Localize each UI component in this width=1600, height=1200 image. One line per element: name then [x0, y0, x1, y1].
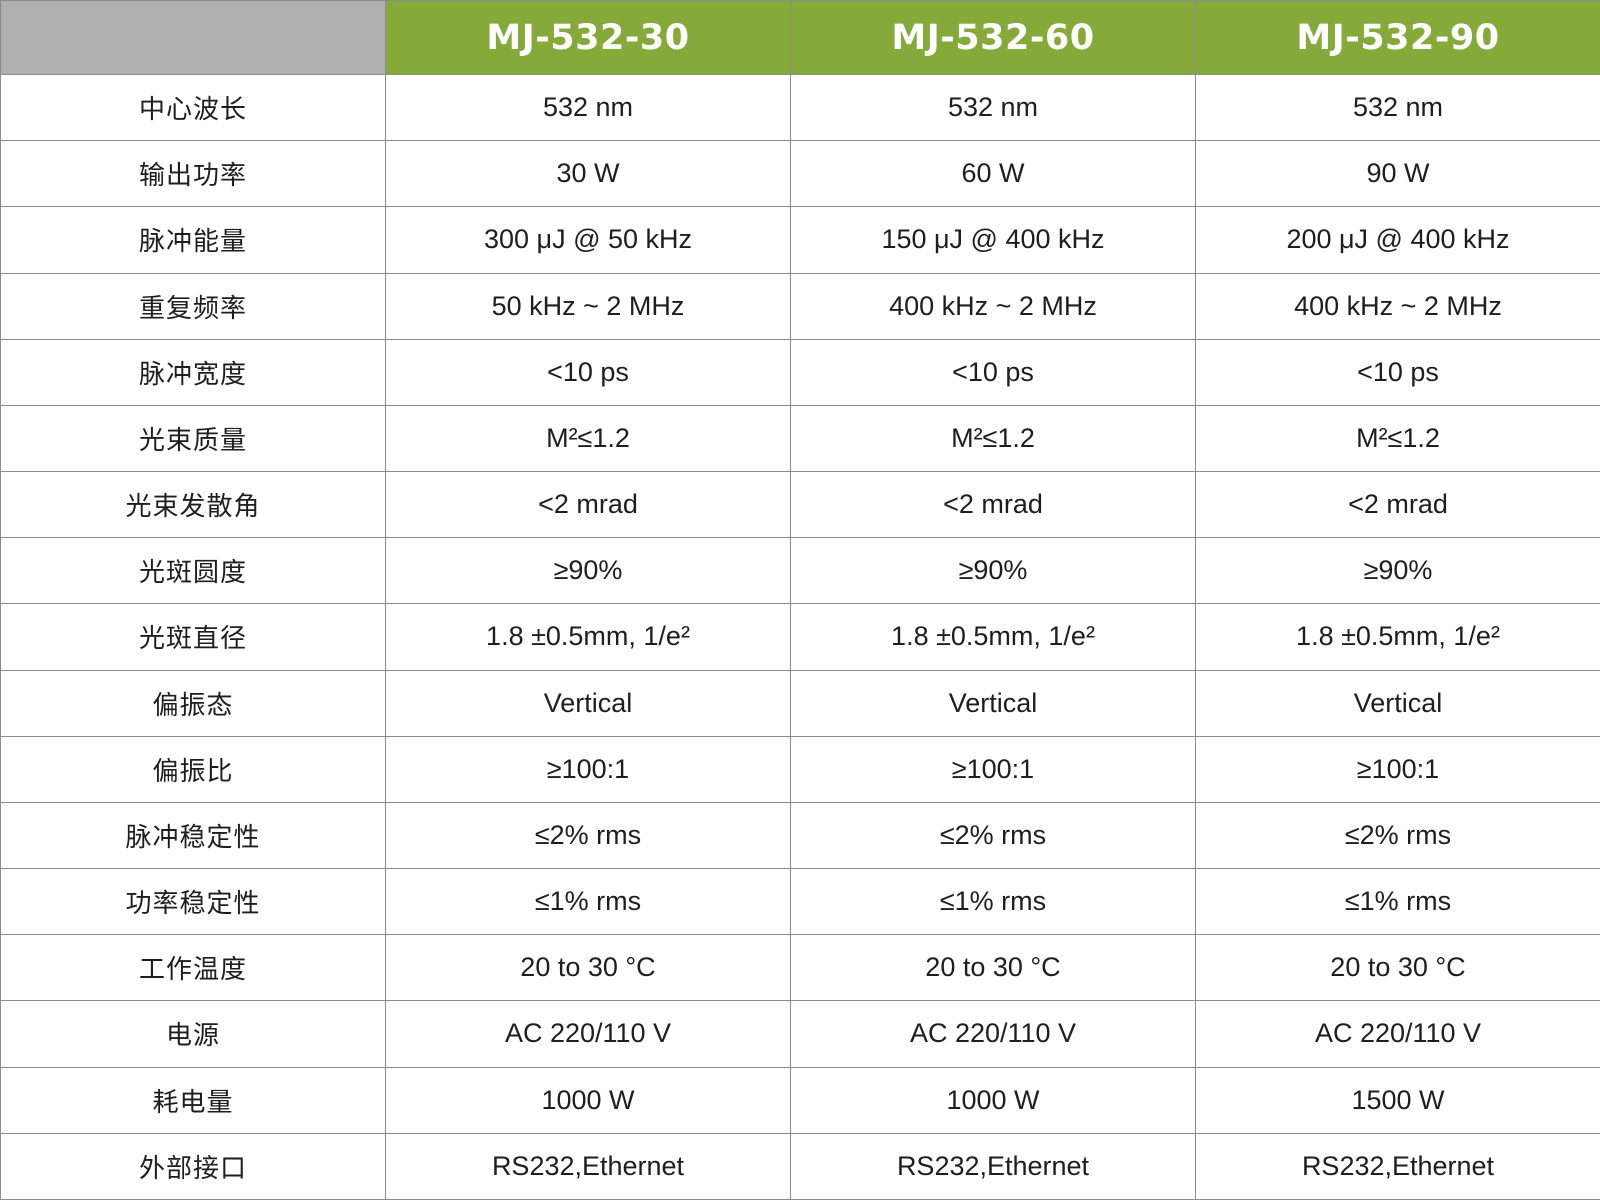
spec-value-cell: RS232,Ethernet [790, 1132, 1196, 1200]
spec-value-cell: ≥90% [790, 537, 1196, 605]
parameter-name-cell: 中心波长 [0, 73, 386, 142]
spec-value-cell: RS232,Ethernet [385, 1132, 791, 1200]
table-row: 输出功率 30 W 60 W 90 W [0, 140, 1600, 208]
table-row: 脉冲能量 300 μJ @ 50 kHz 150 μJ @ 400 kHz 200 μ… [0, 206, 1600, 274]
parameter-name-cell: 光束发散角 [0, 471, 386, 539]
table-row: 中心波长 532 nm 532 nm 532 nm [0, 73, 1600, 142]
parameter-name-cell: 功率稳定性 [0, 868, 386, 936]
spec-value-cell: ≥100:1 [790, 735, 1196, 803]
parameter-name-cell: 光斑圆度 [0, 537, 386, 605]
table-row: 光束发散角 <2 mrad <2 mrad <2 mrad [0, 471, 1600, 539]
table-row: 耗电量 1000 W 1000 W 1500 W [0, 1066, 1600, 1134]
table-row: 偏振比 ≥100:1 ≥100:1 ≥100:1 [0, 735, 1600, 803]
spec-value-cell: Vertical [385, 669, 791, 737]
spec-value-cell: ≤2% rms [790, 801, 1196, 870]
spec-value-cell: AC 220/110 V [1195, 1000, 1600, 1068]
spec-value-cell: <2 mrad [1195, 471, 1600, 539]
spec-value-cell: 1.8 ±0.5mm, 1/e² [790, 603, 1196, 671]
spec-value-cell: ≤1% rms [1195, 868, 1600, 936]
spec-value-cell: ≤1% rms [790, 868, 1196, 936]
spec-value-cell: <2 mrad [790, 471, 1196, 539]
spec-value-cell: Vertical [790, 669, 1196, 737]
spec-value-cell: 1.8 ±0.5mm, 1/e² [1195, 603, 1600, 671]
spec-value-cell: 532 nm [790, 73, 1196, 142]
spec-value-cell: 90 W [1195, 140, 1600, 208]
spec-value-cell: ≥90% [385, 537, 791, 605]
spec-value-cell: 200 μJ @ 400 kHz [1195, 206, 1600, 274]
spec-value-cell: <10 ps [790, 338, 1196, 406]
spec-value-cell: 400 kHz ~ 2 MHz [1195, 272, 1600, 340]
parameter-name-cell: 脉冲能量 [0, 206, 386, 274]
spec-value-cell: 20 to 30 °C [1195, 934, 1600, 1002]
spec-value-cell: ≤2% rms [385, 801, 791, 870]
spec-value-cell: 20 to 30 °C [790, 934, 1196, 1002]
parameter-name-cell: 工作温度 [0, 934, 386, 1002]
spec-value-cell: AC 220/110 V [790, 1000, 1196, 1068]
model-header: MJ-532-30 [385, 0, 791, 75]
spec-table-body: 中心波长 532 nm 532 nm 532 nm 输出功率 30 W 60 W 90 W 脉冲… [0, 73, 1600, 1200]
table-row: 电源 AC 220/110 V AC 220/110 V AC 220/110 V [0, 1000, 1600, 1068]
spec-value-cell: M²≤1.2 [790, 404, 1196, 473]
table-row: 脉冲宽度 <10 ps <10 ps <10 ps [0, 338, 1600, 406]
spec-value-cell: 1000 W [790, 1066, 1196, 1134]
spec-value-cell: M²≤1.2 [385, 404, 791, 473]
table-row: 外部接口 RS232,Ethernet RS232,Ethernet RS232,Et… [0, 1132, 1600, 1200]
spec-value-cell: ≥100:1 [1195, 735, 1600, 803]
parameter-name-cell: 脉冲宽度 [0, 338, 386, 406]
parameter-name-cell: 偏振比 [0, 735, 386, 803]
table-row: 重复频率 50 kHz ~ 2 MHz 400 kHz ~ 2 MHz 400 kHz… [0, 272, 1600, 340]
table-row: 光束质量 M²≤1.2 M²≤1.2 M²≤1.2 [0, 404, 1600, 473]
spec-value-cell: <2 mrad [385, 471, 791, 539]
model-header: MJ-532-60 [790, 0, 1196, 75]
spec-value-cell: 20 to 30 °C [385, 934, 791, 1002]
spec-value-cell: 532 nm [385, 73, 791, 142]
spec-value-cell: <10 ps [1195, 338, 1600, 406]
header-corner-cell [0, 0, 386, 75]
parameter-name-cell: 脉冲稳定性 [0, 801, 386, 870]
spec-value-cell: 60 W [790, 140, 1196, 208]
parameter-name-cell: 输出功率 [0, 140, 386, 208]
table-row: 光斑直径 1.8 ±0.5mm, 1/e² 1.8 ±0.5mm, 1/e² 1.8 … [0, 603, 1600, 671]
spec-value-cell: 1500 W [1195, 1066, 1600, 1134]
table-row: 偏振态 Vertical Vertical Vertical [0, 669, 1600, 737]
parameter-name-cell: 耗电量 [0, 1066, 386, 1134]
spec-value-cell: ≤1% rms [385, 868, 791, 936]
spec-value-cell: 300 μJ @ 50 kHz [385, 206, 791, 274]
spec-value-cell: 400 kHz ~ 2 MHz [790, 272, 1196, 340]
spec-value-cell: ≥100:1 [385, 735, 791, 803]
parameter-name-cell: 重复频率 [0, 272, 386, 340]
spec-value-cell: ≤2% rms [1195, 801, 1600, 870]
header-row: MJ-532-30 MJ-532-60 MJ-532-90 [0, 0, 1600, 75]
spec-value-cell: RS232,Ethernet [1195, 1132, 1600, 1200]
parameter-name-cell: 光束质量 [0, 404, 386, 473]
spec-value-cell: AC 220/110 V [385, 1000, 791, 1068]
spec-value-cell: 150 μJ @ 400 kHz [790, 206, 1196, 274]
spec-value-cell: 50 kHz ~ 2 MHz [385, 272, 791, 340]
spec-value-cell: ≥90% [1195, 537, 1600, 605]
parameter-name-cell: 光斑直径 [0, 603, 386, 671]
table-row: 功率稳定性 ≤1% rms ≤1% rms ≤1% rms [0, 868, 1600, 936]
spec-value-cell: 532 nm [1195, 73, 1600, 142]
model-header: MJ-532-90 [1195, 0, 1600, 75]
table-row: 光斑圆度 ≥90% ≥90% ≥90% [0, 537, 1600, 605]
spec-value-cell: 1000 W [385, 1066, 791, 1134]
parameter-name-cell: 外部接口 [0, 1132, 386, 1200]
table-row: 工作温度 20 to 30 °C 20 to 30 °C 20 to 30 °C [0, 934, 1600, 1002]
spec-value-cell: <10 ps [385, 338, 791, 406]
parameter-name-cell: 电源 [0, 1000, 386, 1068]
table-row: 脉冲稳定性 ≤2% rms ≤2% rms ≤2% rms [0, 801, 1600, 870]
spec-value-cell: 1.8 ±0.5mm, 1/e² [385, 603, 791, 671]
spec-value-cell: 30 W [385, 140, 791, 208]
parameter-name-cell: 偏振态 [0, 669, 386, 737]
spec-value-cell: M²≤1.2 [1195, 404, 1600, 473]
spec-value-cell: Vertical [1195, 669, 1600, 737]
